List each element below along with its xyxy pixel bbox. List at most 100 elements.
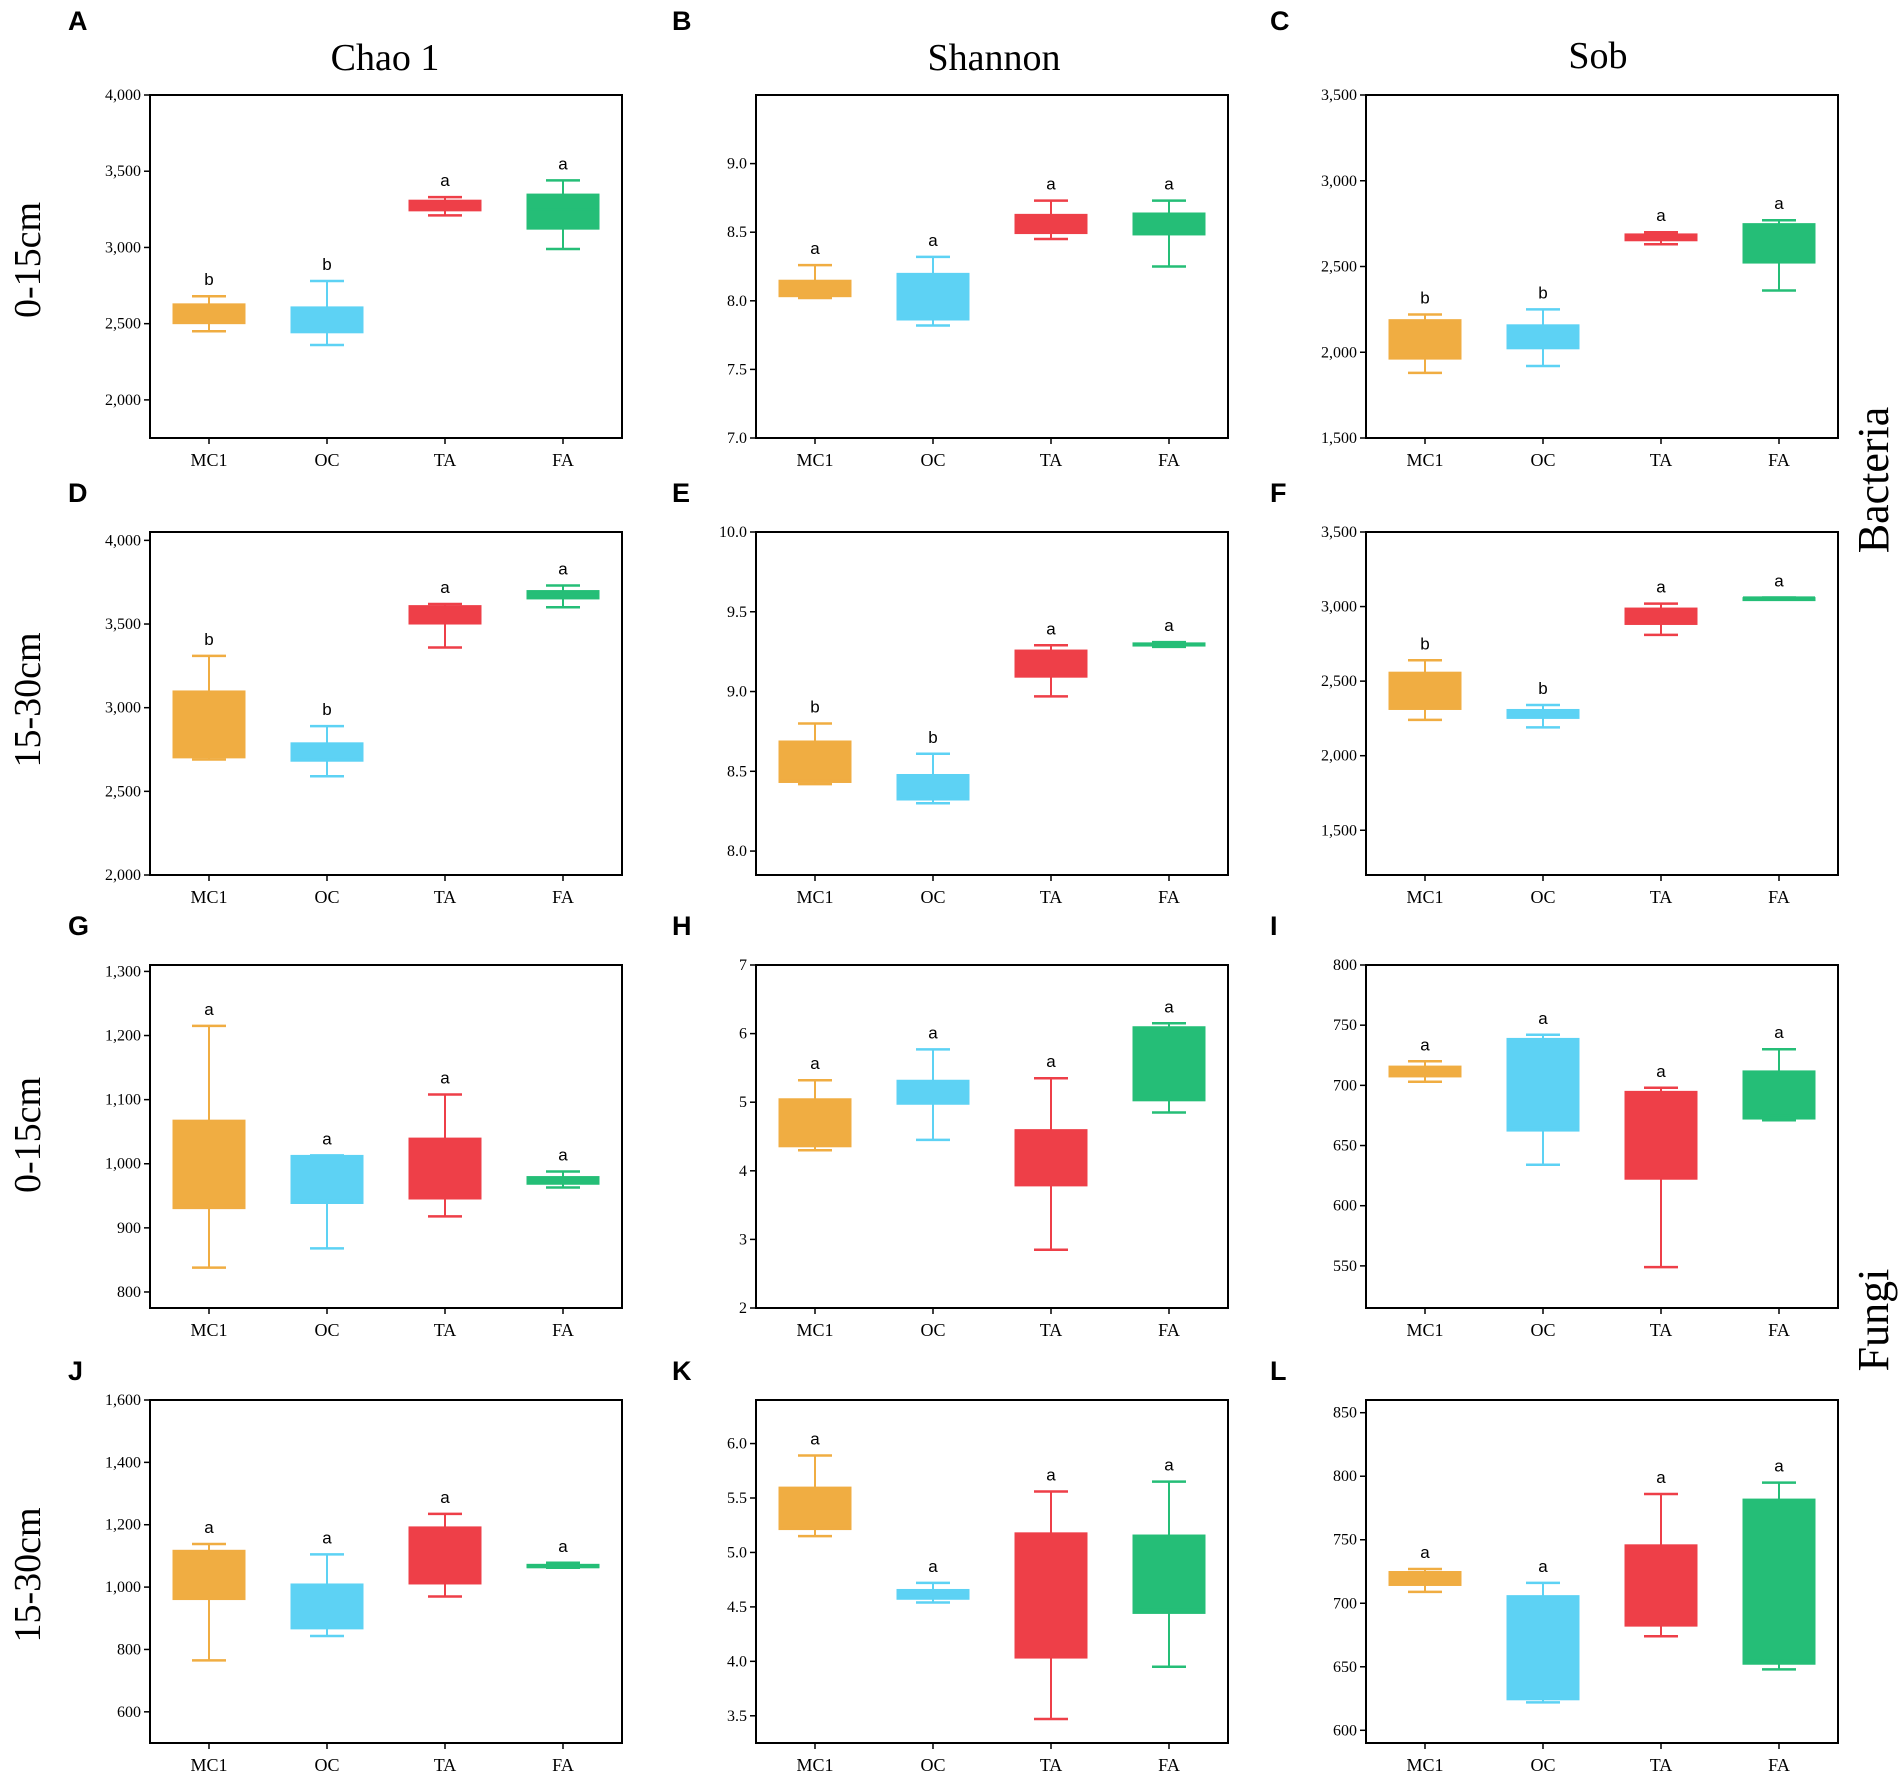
y-tick-label-h: 6	[739, 1026, 747, 1043]
panel-letter-c: C	[1270, 6, 1290, 36]
box-k-mc1	[778, 1486, 852, 1531]
significance-letter-d: b	[322, 700, 331, 719]
x-category-label-a: MC1	[190, 450, 227, 470]
panel-g: G 800 900 1,000 1,100 1,200 1,300 MC1 a OC a TA a FA a	[68, 911, 623, 1340]
y-tick-label-c: 2,500	[1321, 259, 1357, 276]
x-category-label-f: OC	[1530, 887, 1555, 907]
panel-d: D 2,000 2,500 3,000 3,500 4,000 MC1 b OC b TA a FA a	[68, 478, 623, 907]
significance-letter-f: b	[1538, 679, 1547, 698]
y-tick-label-l: 600	[1333, 1722, 1357, 1739]
significance-letter-a: a	[440, 171, 450, 190]
y-tick-label-i: 750	[1333, 1017, 1357, 1034]
x-category-label-e: MC1	[796, 887, 833, 907]
x-category-label-a: OC	[314, 450, 339, 470]
y-tick-label-e: 8.0	[727, 843, 747, 860]
y-tick-label-c: 1,500	[1321, 430, 1357, 447]
significance-letter-h: a	[928, 1023, 938, 1042]
y-tick-label-e: 9.5	[727, 604, 747, 621]
y-tick-label-b: 8.0	[727, 293, 747, 310]
column-title-shannon: Shannon	[928, 37, 1061, 79]
box-k-ta	[1014, 1532, 1088, 1659]
x-category-label-j: TA	[434, 1755, 457, 1775]
significance-letter-j: a	[322, 1528, 332, 1547]
box-k-fa	[1132, 1534, 1206, 1614]
panels-layer: A2,0002,5003,0003,5004,000MC1bOCbTAaFAaB…	[68, 6, 1839, 1775]
box-h-fa	[1132, 1026, 1206, 1102]
box-d-ta	[408, 605, 482, 625]
significance-letter-j: a	[558, 1537, 568, 1556]
significance-letter-c: b	[1538, 283, 1547, 302]
significance-letter-f: a	[1656, 578, 1666, 597]
x-category-label-k: MC1	[796, 1755, 833, 1775]
significance-letter-l: a	[1420, 1543, 1430, 1562]
y-tick-label-h: 2	[739, 1300, 747, 1317]
x-category-label-e: OC	[920, 887, 945, 907]
box-g-fa	[526, 1176, 600, 1185]
y-tick-label-j: 800	[117, 1641, 141, 1658]
y-tick-label-c: 2,000	[1321, 344, 1357, 361]
box-b-mc1	[778, 279, 852, 298]
plot-frame-l	[1365, 1399, 1839, 1744]
y-tick-label-j: 1,600	[105, 1392, 141, 1409]
box-g-ta	[408, 1137, 482, 1200]
x-category-label-g: FA	[552, 1320, 574, 1340]
plot-frame-a	[149, 94, 623, 439]
significance-letter-b: a	[928, 231, 938, 250]
box-c-fa	[1742, 223, 1816, 264]
x-category-label-k: OC	[920, 1755, 945, 1775]
x-category-label-b: TA	[1040, 450, 1063, 470]
y-tick-label-a: 4,000	[105, 87, 141, 104]
x-category-label-e: TA	[1040, 887, 1063, 907]
y-tick-label-e: 10.0	[719, 524, 747, 541]
panel-k: K 3.5 4.0 4.5 5.0 5.5 6.0 MC1 a OC a TA a FA a	[672, 1356, 1229, 1775]
x-category-label-d: MC1	[190, 887, 227, 907]
box-i-fa	[1742, 1070, 1816, 1120]
panel-e: E 8.0 8.5 9.0 9.5 10.0 MC1 b OC b TA a FA a	[672, 478, 1229, 907]
y-tick-label-k: 6.0	[727, 1436, 747, 1453]
significance-letter-d: a	[440, 578, 450, 597]
y-tick-label-e: 8.5	[727, 763, 747, 780]
panel-a: A 2,000 2,500 3,000 3,500 4,000 MC1 b OC b TA a FA a	[68, 6, 623, 470]
column-title-chao1: Chao 1	[331, 37, 440, 79]
y-tick-label-f: 1,500	[1321, 822, 1357, 839]
x-category-label-j: MC1	[190, 1755, 227, 1775]
box-a-mc1	[172, 303, 246, 325]
y-tick-label-a: 2,000	[105, 392, 141, 409]
panel-letter-j: J	[68, 1356, 83, 1386]
y-tick-label-i: 700	[1333, 1077, 1357, 1094]
box-g-mc1	[172, 1119, 246, 1210]
x-category-label-a: FA	[552, 450, 574, 470]
significance-letter-d: a	[558, 560, 568, 579]
significance-letter-e: a	[1046, 619, 1056, 638]
x-category-label-g: MC1	[190, 1320, 227, 1340]
panel-letter-f: F	[1270, 478, 1287, 508]
x-category-label-k: TA	[1040, 1755, 1063, 1775]
x-category-label-e: FA	[1158, 887, 1180, 907]
significance-letter-l: a	[1538, 1557, 1548, 1576]
x-category-label-f: FA	[1768, 887, 1790, 907]
plot-frame-k	[755, 1399, 1229, 1744]
y-tick-label-i: 600	[1333, 1198, 1357, 1215]
x-category-label-d: OC	[314, 887, 339, 907]
column-title-sob: Sob	[1568, 35, 1627, 77]
y-tick-label-d: 4,000	[105, 532, 141, 549]
y-tick-label-l: 650	[1333, 1659, 1357, 1676]
x-category-label-k: FA	[1158, 1755, 1180, 1775]
box-b-oc	[896, 272, 970, 321]
significance-letter-k: a	[1164, 1456, 1174, 1475]
box-h-mc1	[778, 1098, 852, 1148]
significance-letter-h: a	[1046, 1052, 1056, 1071]
significance-letter-l: a	[1774, 1457, 1784, 1476]
y-tick-label-k: 4.0	[727, 1653, 747, 1670]
kingdom-label-bacteria: Bacteria	[1849, 407, 1898, 554]
box-j-ta	[408, 1526, 482, 1585]
plot-frame-h	[755, 964, 1229, 1309]
y-tick-label-a: 3,000	[105, 239, 141, 256]
box-e-ta	[1014, 649, 1088, 678]
box-j-mc1	[172, 1549, 246, 1601]
y-tick-label-h: 3	[739, 1231, 747, 1248]
y-tick-label-i: 650	[1333, 1138, 1357, 1155]
plot-frame-e	[755, 531, 1229, 876]
panel-f: F 1,500 2,000 2,500 3,000 3,500 MC1 b OC b TA a FA a	[1270, 478, 1839, 907]
